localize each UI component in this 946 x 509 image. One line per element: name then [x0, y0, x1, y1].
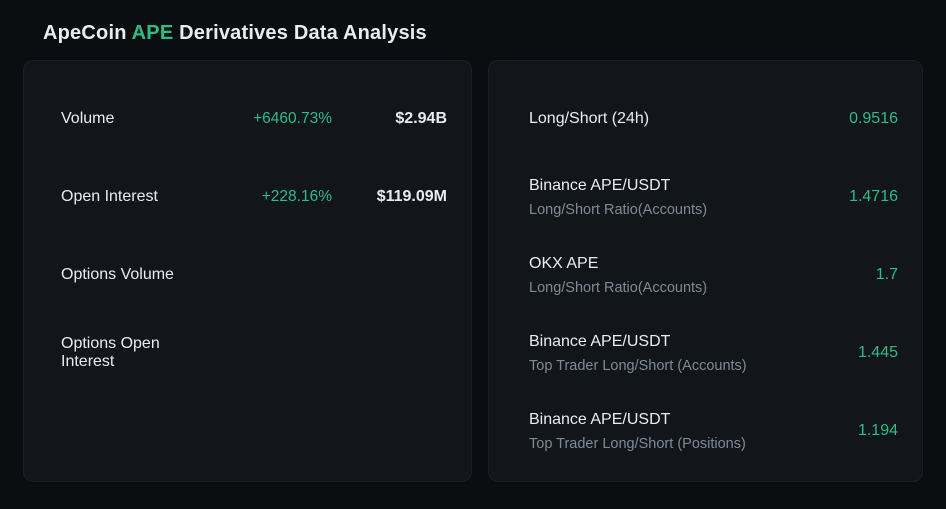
ratio-text: Binance APE/USDT Top Trader Long/Short (…: [529, 333, 846, 374]
ratio-subtitle: Long/Short Ratio(Accounts): [529, 201, 708, 218]
stat-label: Open Interest: [61, 188, 158, 205]
ratio-value: 1.194: [857, 422, 898, 439]
ratio-row-binance-top-trader-accounts: Binance APE/USDT Top Trader Long/Short (…: [529, 314, 898, 392]
ratio-row-okx-accounts: OKX APE Long/Short Ratio(Accounts) 1.7: [529, 236, 898, 314]
stat-row-options-volume: Options Volume: [61, 236, 447, 314]
ratio-title: OKX APE: [529, 254, 599, 272]
page-title: ApeCoin APE Derivatives Data Analysis: [0, 0, 946, 45]
stat-change: +228.16%: [261, 188, 332, 205]
stat-label: Options Volume: [61, 266, 174, 283]
ratio-value: 1.7: [875, 266, 898, 283]
ratio-text: OKX APE Long/Short Ratio(Accounts): [529, 255, 864, 296]
ratio-text: Binance APE/USDT Top Trader Long/Short (…: [529, 411, 846, 452]
stat-label: Options Open Interest: [61, 335, 160, 370]
stat-row-volume: Volume +6460.73% $2.94B: [61, 80, 447, 158]
ratio-row-binance-accounts: Binance APE/USDT Long/Short Ratio(Accoun…: [529, 158, 898, 236]
ratio-value: 1.445: [857, 344, 898, 361]
ratio-subtitle: Top Trader Long/Short (Positions): [529, 435, 746, 452]
stat-label: Volume: [61, 110, 115, 127]
ratio-title: Binance APE/USDT: [529, 176, 671, 194]
title-coin-symbol: APE: [131, 22, 174, 44]
cards-container: Volume +6460.73% $2.94B Open Interest +2…: [0, 45, 946, 482]
stat-value: $119.09M: [376, 188, 447, 205]
title-coin-name: ApeCoin: [43, 22, 127, 44]
ratio-subtitle: Long/Short Ratio(Accounts): [529, 279, 708, 296]
ratio-row-long-short-24h: Long/Short (24h) 0.9516: [529, 80, 898, 158]
ratio-value: 0.9516: [849, 110, 898, 127]
stat-row-options-open-interest: Options Open Interest: [61, 314, 447, 392]
ratio-value: 1.4716: [849, 188, 898, 205]
derivatives-stats-card: Volume +6460.73% $2.94B Open Interest +2…: [23, 60, 472, 482]
ratio-title: Binance APE/USDT: [529, 332, 671, 350]
stat-row-open-interest: Open Interest +228.16% $119.09M: [61, 158, 447, 236]
title-suffix: Derivatives Data Analysis: [179, 22, 427, 44]
ratio-title: Long/Short (24h): [529, 110, 650, 127]
ratio-subtitle: Top Trader Long/Short (Accounts): [529, 357, 747, 374]
ratio-text: Long/Short (24h): [529, 110, 837, 128]
long-short-ratio-card: Long/Short (24h) 0.9516 Binance APE/USDT…: [488, 60, 923, 482]
stat-change: +6460.73%: [253, 110, 332, 127]
stat-value: $2.94B: [395, 110, 447, 127]
ratio-row-binance-top-trader-positions: Binance APE/USDT Top Trader Long/Short (…: [529, 392, 898, 470]
ratio-title: Binance APE/USDT: [529, 410, 671, 428]
ratio-text: Binance APE/USDT Long/Short Ratio(Accoun…: [529, 177, 837, 218]
